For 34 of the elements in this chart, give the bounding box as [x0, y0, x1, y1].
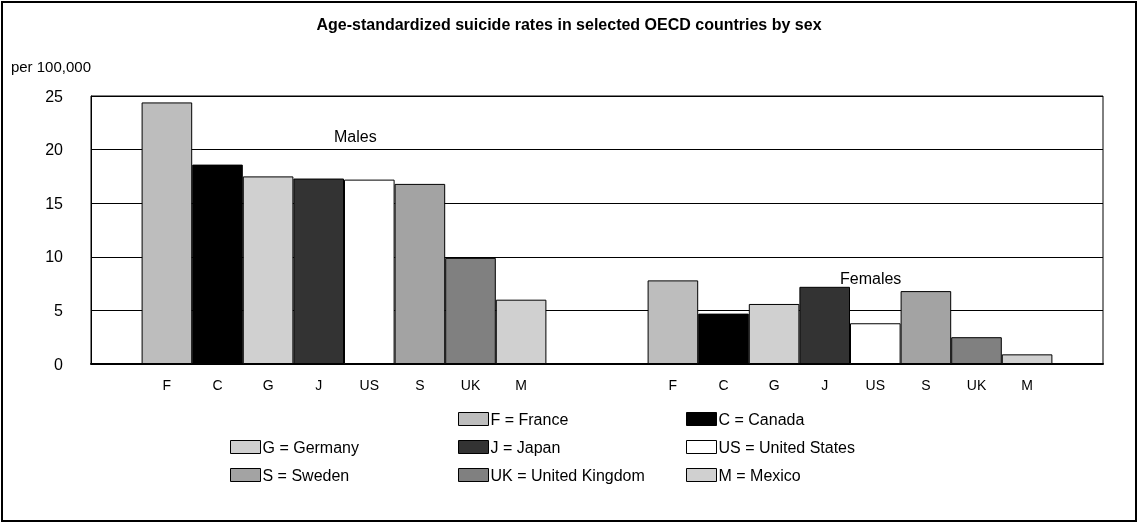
legend-label: US = United States — [718, 438, 856, 456]
legend-label: M = Mexico — [718, 466, 801, 484]
x-tick-label: F — [162, 377, 172, 393]
y-tick-label: 10 — [45, 248, 64, 266]
legend-label: F = France — [490, 410, 569, 428]
y-tick-label: 15 — [45, 194, 64, 212]
x-tick-label: UK — [966, 377, 987, 393]
y-axis-title: per 100,000 — [10, 58, 91, 75]
x-tick-label: S — [415, 377, 425, 393]
x-tick-label: S — [921, 377, 931, 393]
chart-title: Age-standardized suicide rates in selected OECD countries by sex — [316, 15, 822, 33]
y-tick-label: 20 — [45, 141, 64, 159]
x-tick-label: G — [262, 377, 274, 393]
legend-label: C = Canada — [718, 410, 805, 428]
x-tick-label: M — [515, 377, 527, 393]
x-tick-label: J — [315, 377, 323, 393]
x-tick-label: G — [768, 377, 780, 393]
y-tick-label: 25 — [45, 87, 64, 105]
annotation: Males — [334, 127, 377, 145]
y-tick-label: 0 — [54, 355, 64, 373]
legend-label: UK = United Kingdom — [490, 466, 645, 484]
x-tick-label: M — [1021, 377, 1033, 393]
x-tick-label: US — [865, 377, 886, 393]
x-tick-label: J — [821, 377, 829, 393]
x-tick-label: C — [718, 377, 729, 393]
x-tick-label: F — [668, 377, 678, 393]
legend-label: J = Japan — [490, 438, 561, 456]
x-tick-label: C — [212, 377, 223, 393]
annotation: Females — [840, 269, 902, 287]
x-tick-label: UK — [460, 377, 481, 393]
x-tick-label: US — [359, 377, 380, 393]
y-tick-label: 5 — [54, 301, 64, 319]
legend-label: S = Sweden — [262, 466, 350, 484]
legend-label: G = Germany — [262, 438, 359, 456]
